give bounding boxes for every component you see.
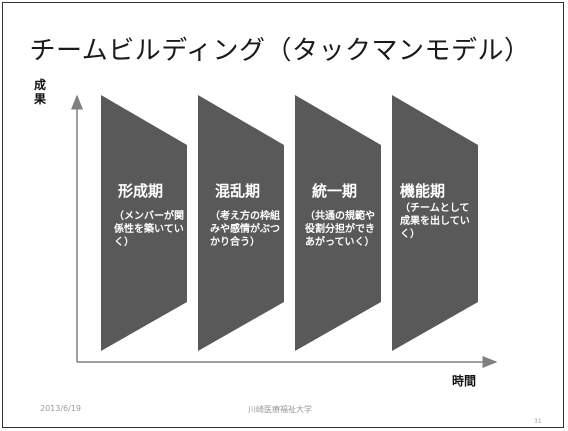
stage-name-forming: 形成期 <box>118 182 164 200</box>
stage-name-performing: 機能期 <box>400 182 446 200</box>
stage-shape-storming <box>198 95 284 351</box>
x-axis-label: 時間 <box>452 374 477 388</box>
stage-shape-norming <box>295 95 381 351</box>
stage-name-norming: 統一期 <box>312 182 358 200</box>
stage-name-storming: 混乱期 <box>215 182 261 200</box>
stage-desc-performing: （チームとして成果を出していく） <box>400 203 470 240</box>
footer-organization: 川崎医療福祉大学 <box>248 405 312 414</box>
y-axis-label: 成果 <box>34 78 47 106</box>
slide-title: チームビルディング（タックマンモデル） <box>29 36 531 66</box>
stage-desc-norming: （共通の規範や役割分担ができあがっていく） <box>305 211 375 248</box>
stage-shape-performing <box>392 95 478 351</box>
page-number: 31 <box>534 418 542 425</box>
stage-shape-forming <box>101 95 187 351</box>
stage-desc-forming: （メンバーが関係性を築いていく） <box>114 211 184 248</box>
footer-date: 2013/6/19 <box>40 404 82 413</box>
stage-desc-storming: （考え方の枠組みや感情がぶつかり合う） <box>210 211 280 248</box>
